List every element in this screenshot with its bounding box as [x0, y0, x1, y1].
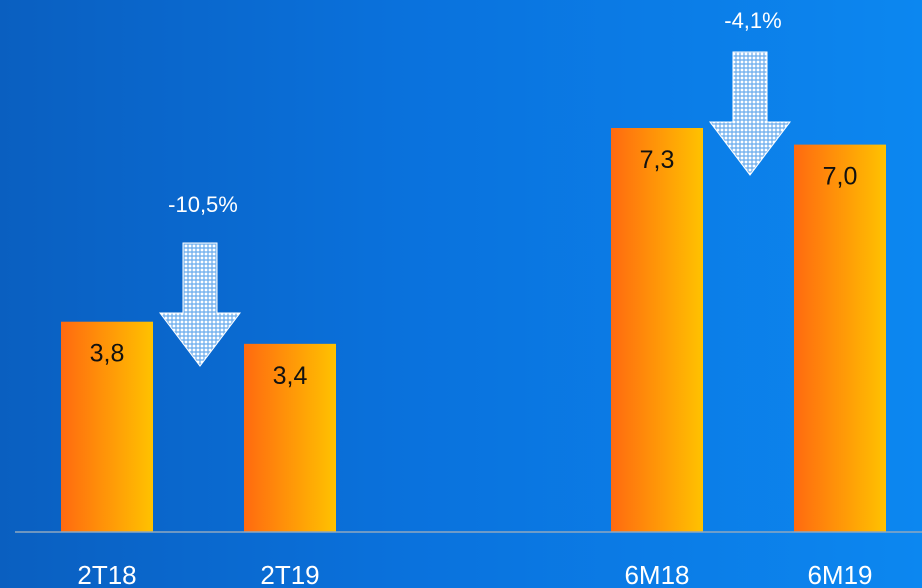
value-label-2t18: 3,8 — [90, 340, 125, 368]
value-label-6m19: 7,0 — [823, 163, 858, 191]
value-label-2t19: 3,4 — [273, 362, 308, 390]
bar-6m19 — [794, 144, 886, 533]
arrows-group — [158, 51, 792, 367]
category-label-6m18: 6M18 — [624, 560, 689, 588]
category-label-2t19: 2T19 — [260, 560, 319, 588]
labels-group: 3,8 2T18 3,4 2T19 7,3 6M18 7,0 6M19 -10,5% -4,1% — [77, 8, 872, 588]
down-arrow-icon — [708, 51, 792, 176]
value-label-6m18: 7,3 — [640, 146, 675, 174]
bar-2t19 — [244, 343, 336, 532]
category-label-6m19: 6M19 — [807, 560, 872, 588]
bar-2t18 — [61, 321, 153, 532]
change-label-2: -4,1% — [724, 8, 781, 33]
bar-6m18 — [611, 128, 703, 532]
change-label-1: -10,5% — [168, 192, 238, 217]
down-arrow-icon — [158, 242, 242, 367]
bars-group — [61, 128, 886, 533]
category-label-2t18: 2T18 — [77, 560, 136, 588]
